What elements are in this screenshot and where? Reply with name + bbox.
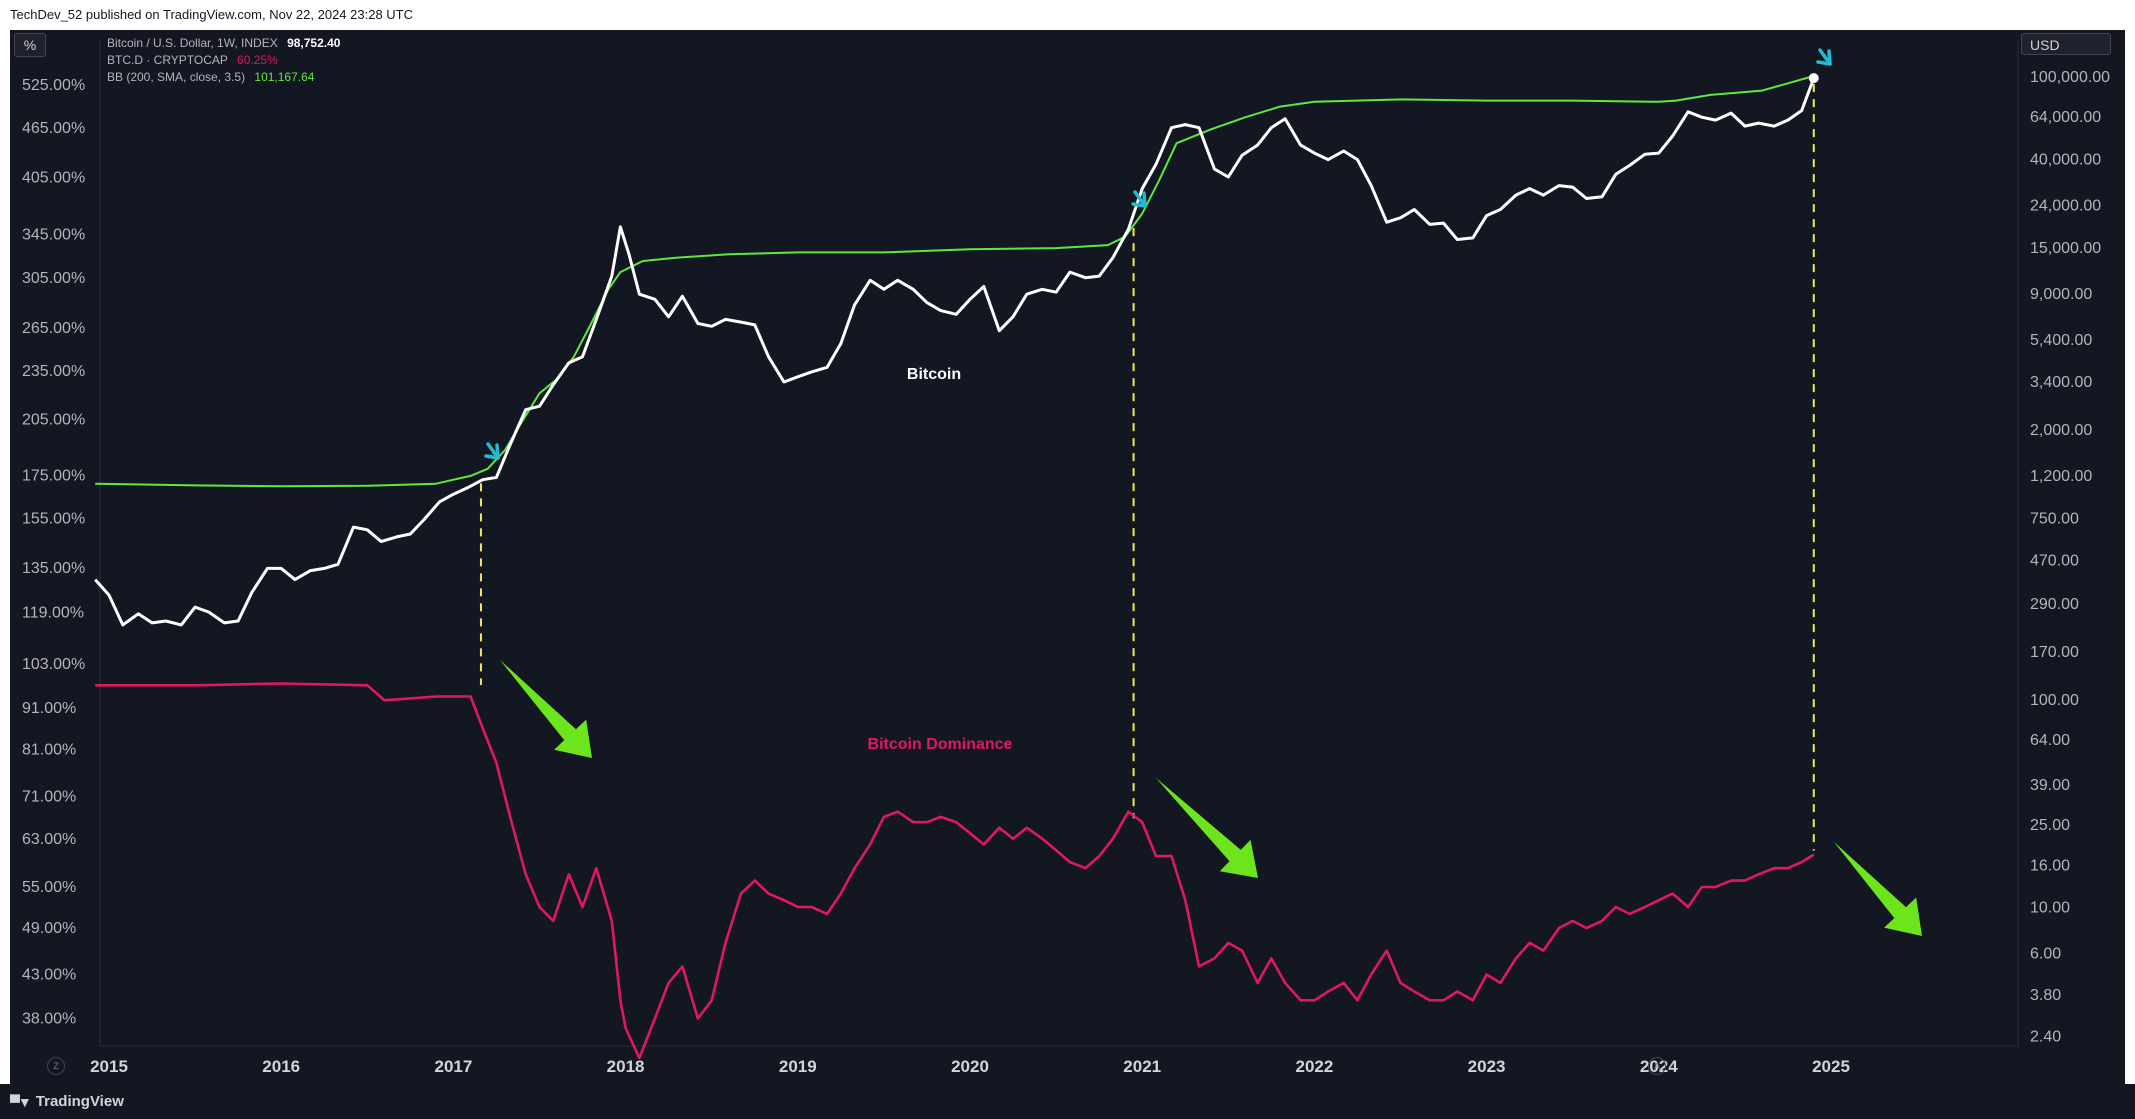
right-tick-label: 470.00: [2030, 552, 2079, 569]
right-tick-label: 10.00: [2030, 900, 2070, 917]
time-axis[interactable]: 2015 2016 2017 2018 2019 2020 2021 2022 2023 2024…: [90, 1057, 1850, 1076]
right-tick-label: 3,400.00: [2030, 374, 2092, 391]
left-tick-label: 305.00%: [22, 270, 85, 287]
cyan-arrow-icon: [1131, 190, 1147, 208]
auto-scale-right[interactable]: A: [1648, 1057, 1666, 1075]
last-price-dot: [1808, 73, 1819, 84]
green-down-arrow: [500, 660, 592, 758]
left-tick-label: 71.00%: [22, 788, 76, 805]
published-header: TechDev_52 published on TradingView.com,…: [0, 0, 2135, 30]
dominance-annotation: Bitcoin Dominance: [868, 736, 1013, 753]
right-tick-label: 170.00: [2030, 644, 2079, 661]
left-tick-label: 235.00%: [22, 363, 85, 380]
legend-bb-value: 101,167.64: [254, 70, 315, 84]
left-tick-label: 55.00%: [22, 879, 76, 896]
right-tick-label: 40,000.00: [2030, 152, 2101, 169]
grid-lines: [99, 40, 2019, 1047]
legend-bb[interactable]: BB (200, SMA, close, 3.5) 101,167.64: [107, 69, 340, 86]
right-tick-label: 750.00: [2030, 510, 2079, 527]
right-tick-label: 64.00: [2030, 732, 2070, 749]
time-tick-label: 2025: [1812, 1057, 1850, 1076]
left-tick-label: 205.00%: [22, 411, 85, 428]
green-down-arrow: [1834, 842, 1922, 936]
right-tick-label: 290.00: [2030, 596, 2079, 613]
legend-btc-label: Bitcoin / U.S. Dollar, 1W, INDEX: [107, 36, 278, 50]
time-tick-label: 2015: [90, 1057, 128, 1076]
left-tick-label: 43.00%: [22, 967, 76, 984]
right-tick-label: 5,400.00: [2030, 332, 2092, 349]
left-tick-label: 103.00%: [22, 656, 85, 673]
left-tick-label: 175.00%: [22, 468, 85, 485]
time-tick-label: 2016: [262, 1057, 300, 1076]
time-tick-label: 2019: [779, 1057, 817, 1076]
right-tick-label: 25.00: [2030, 817, 2070, 834]
bottom-bar: ▀▼ TradingView: [0, 1084, 2135, 1119]
left-tick-label: 465.00%: [22, 120, 85, 137]
green-down-arrow: [1156, 778, 1258, 878]
right-tick-label: 64,000.00: [2030, 109, 2101, 126]
left-tick-label: 135.00%: [22, 560, 85, 577]
time-tick-label: 2022: [1295, 1057, 1333, 1076]
series-lines: [94, 73, 1819, 1060]
legend-dominance-label: BTC.D · CRYPTOCAP: [107, 53, 228, 67]
cyan-arrow-icon: [1816, 48, 1832, 66]
tradingview-logo-icon: ▀▼: [10, 1093, 32, 1110]
right-tick-label: 9,000.00: [2030, 286, 2092, 303]
left-tick-label: 49.00%: [22, 920, 76, 937]
tradingview-logo-text: TradingView: [35, 1093, 124, 1110]
right-tick-label: 39.00: [2030, 777, 2070, 794]
right-tick-label: 100,000.00: [2030, 69, 2110, 86]
left-tick-label: 63.00%: [22, 831, 76, 848]
cyan-arrow-icon: [484, 442, 500, 460]
legend-bb-label: BB (200, SMA, close, 3.5): [107, 70, 246, 84]
legend-btc[interactable]: Bitcoin / U.S. Dollar, 1W, INDEX 98,752.…: [107, 35, 340, 52]
left-tick-label: 265.00%: [22, 320, 85, 337]
right-unit-button[interactable]: USD: [2021, 33, 2111, 55]
right-tick-label: 3.80: [2030, 987, 2061, 1004]
time-tick-label: 2020: [951, 1057, 989, 1076]
annotation-arrows: [484, 48, 1922, 936]
chart-legend: Bitcoin / U.S. Dollar, 1W, INDEX 98,752.…: [107, 35, 340, 86]
time-tick-label: 2018: [607, 1057, 645, 1076]
left-tick-label: 81.00%: [22, 741, 76, 758]
tradingview-logo[interactable]: ▀▼ TradingView: [10, 1093, 124, 1110]
bollinger-band-line: [95, 75, 1815, 488]
dashed-guides: [479, 84, 1815, 851]
time-tick-label: 2017: [434, 1057, 472, 1076]
right-tick-label: 6.00: [2030, 946, 2061, 963]
right-tick-label: 1,200.00: [2030, 468, 2092, 485]
right-price-axis[interactable]: 100,000.00 64,000.00 40,000.00 24,000.00 15,…: [2030, 69, 2110, 1045]
left-tick-label: 405.00%: [22, 169, 85, 186]
chart-frame: [10, 30, 2125, 1084]
right-tick-label: 16.00: [2030, 857, 2070, 874]
legend-btc-value: 98,752.40: [287, 36, 341, 50]
annotation-labels: Bitcoin Bitcoin Dominance: [868, 366, 1013, 753]
left-tick-label: 155.00%: [22, 511, 85, 528]
left-price-axis[interactable]: 525.00% 465.00% 405.00% 345.00% 305.00% 265.0…: [22, 77, 85, 1027]
right-tick-label: 100.00: [2030, 692, 2079, 709]
left-tick-label: 345.00%: [22, 226, 85, 243]
right-tick-label: 2.40: [2030, 1028, 2061, 1045]
right-tick-label: 2,000.00: [2030, 422, 2092, 439]
right-tick-label: 24,000.00: [2030, 198, 2101, 215]
time-tick-label: 2021: [1123, 1057, 1161, 1076]
bitcoin-annotation: Bitcoin: [907, 366, 961, 383]
bitcoin-price-line: [94, 77, 1816, 627]
left-unit-button[interactable]: %: [14, 33, 46, 57]
legend-dominance[interactable]: BTC.D · CRYPTOCAP 60.25%: [107, 52, 340, 69]
left-tick-label: 525.00%: [22, 77, 85, 94]
legend-dominance-value: 60.25%: [237, 53, 278, 67]
right-tick-label: 15,000.00: [2030, 240, 2101, 257]
left-tick-label: 119.00%: [22, 605, 84, 622]
time-tick-label: 2023: [1468, 1057, 1506, 1076]
log-toggle-left[interactable]: Z: [47, 1057, 65, 1075]
left-tick-label: 38.00%: [22, 1010, 76, 1027]
bitcoin-dominance-line: [95, 682, 1815, 1060]
left-tick-label: 91.00%: [22, 700, 76, 717]
